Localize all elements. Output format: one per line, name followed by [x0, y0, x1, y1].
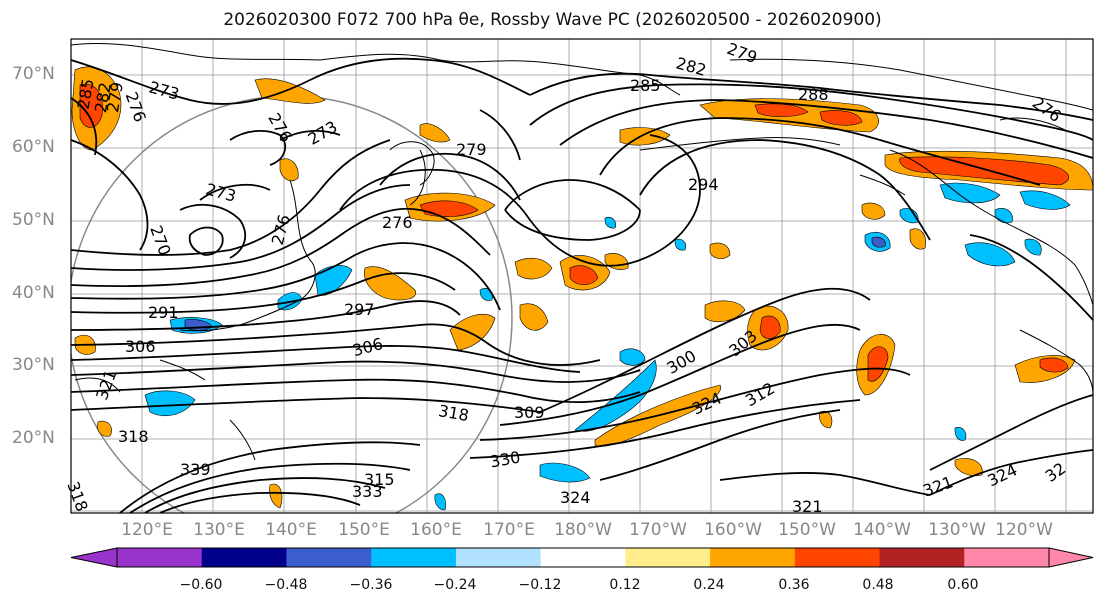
- colorbar-tick: −0.12: [518, 577, 562, 593]
- colorbar-tick: 0.36: [778, 577, 810, 593]
- contour-label: 318: [63, 479, 91, 514]
- contour-label: 279: [724, 39, 759, 67]
- contour-label: 297: [344, 300, 375, 319]
- lat-label: 50°N: [12, 210, 55, 230]
- contour-label: 273: [204, 180, 238, 206]
- contour-label: 294: [688, 175, 719, 194]
- contour-label: 330: [488, 447, 521, 471]
- colorbar-tick: −0.48: [264, 577, 308, 593]
- contour-label: 324: [560, 488, 591, 507]
- contour-label: 315: [364, 470, 395, 489]
- lat-label: 20°N: [12, 428, 55, 448]
- map-title: 2026020300 F072 700 hPa θe, Rossby Wave …: [223, 10, 882, 30]
- lon-label: 180°W: [554, 520, 612, 540]
- map-frame: [70, 38, 1094, 514]
- lat-label: 60°N: [12, 137, 55, 157]
- contour-label: 276: [268, 213, 294, 247]
- lon-label: 150°W: [778, 520, 836, 540]
- contour-label: 321: [792, 497, 823, 516]
- contour-label: 276: [382, 213, 413, 232]
- colorbar-tick: 0.24: [693, 577, 725, 593]
- contour-label: 339: [180, 460, 211, 479]
- lon-label: 120°W: [995, 520, 1053, 540]
- contour-label: 318: [437, 401, 470, 425]
- lat-label: 30°N: [12, 355, 55, 375]
- lon-label: 160°W: [704, 520, 762, 540]
- lat-label: 70°N: [12, 64, 55, 84]
- contour-label: 321: [920, 472, 955, 500]
- gridlines: [71, 39, 1093, 513]
- contour-label: 324: [984, 460, 1020, 490]
- contour-label: 309: [514, 403, 545, 422]
- contour-label: 282: [674, 54, 708, 80]
- colorbar-tick: 0.12: [609, 577, 641, 593]
- contour-label: 291: [148, 303, 179, 322]
- lon-label: 120°E: [121, 520, 173, 540]
- contour-label: 288: [798, 85, 829, 104]
- colorbar-tick: −0.24: [433, 577, 477, 593]
- contour-label: 333: [352, 482, 383, 501]
- lon-label: 160°E: [410, 520, 462, 540]
- contour-label: 279: [456, 140, 487, 159]
- colorbar-tick: 0.60: [947, 577, 979, 593]
- contour-label: 273: [305, 117, 341, 149]
- contour-label: 306: [125, 337, 156, 356]
- lon-label: 150°E: [338, 520, 390, 540]
- theta-e-contours: [71, 57, 1093, 513]
- contour-label: 32: [1042, 459, 1070, 486]
- lat-label: 40°N: [12, 283, 55, 303]
- colorbar-tick: −0.60: [179, 577, 223, 593]
- lon-label: 130°W: [928, 520, 986, 540]
- contour-label: 270: [146, 223, 174, 258]
- contour-label: 273: [147, 78, 181, 104]
- contour-label: 276: [1029, 93, 1065, 126]
- lon-label: 140°E: [265, 520, 317, 540]
- contour-label: 276: [122, 89, 150, 124]
- contour-label: 285: [630, 76, 661, 95]
- contour-label: 312: [742, 379, 778, 411]
- contour-label: 321: [92, 367, 120, 402]
- lon-label: 170°E: [483, 520, 535, 540]
- contour-label: 276: [264, 110, 296, 146]
- colorbar-tick: 0.48: [862, 577, 894, 593]
- contour-label: 318: [118, 427, 149, 446]
- lon-label: 130°E: [193, 520, 245, 540]
- lon-label: 170°W: [629, 520, 687, 540]
- lon-label: 140°W: [853, 520, 911, 540]
- colorbar-tick: −0.36: [349, 577, 393, 593]
- anomaly-shading: [71, 66, 1093, 511]
